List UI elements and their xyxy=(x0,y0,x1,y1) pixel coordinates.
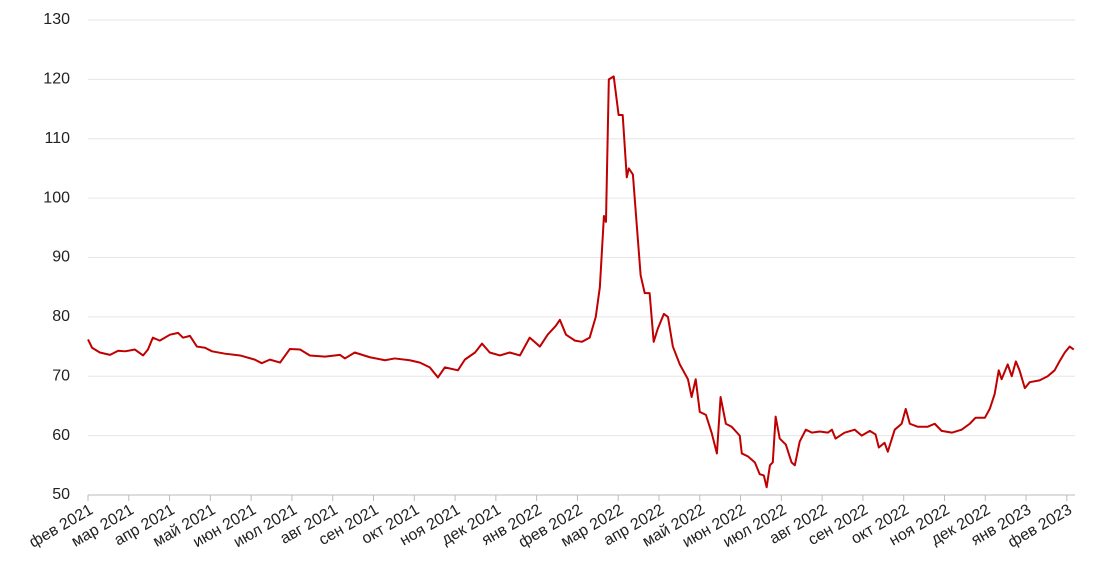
data-line xyxy=(87,75,1075,489)
y-tick-label: 70 xyxy=(52,367,70,384)
y-tick-label: 130 xyxy=(43,11,70,28)
y-tick-label: 80 xyxy=(52,308,70,325)
y-tick-label: 90 xyxy=(52,249,70,266)
y-tick-label: 60 xyxy=(52,427,70,444)
y-tick-label: 110 xyxy=(44,130,70,147)
y-tick-label: 100 xyxy=(43,189,70,206)
y-tick-label: 120 xyxy=(43,71,70,88)
y-tick-label: 50 xyxy=(52,486,70,503)
